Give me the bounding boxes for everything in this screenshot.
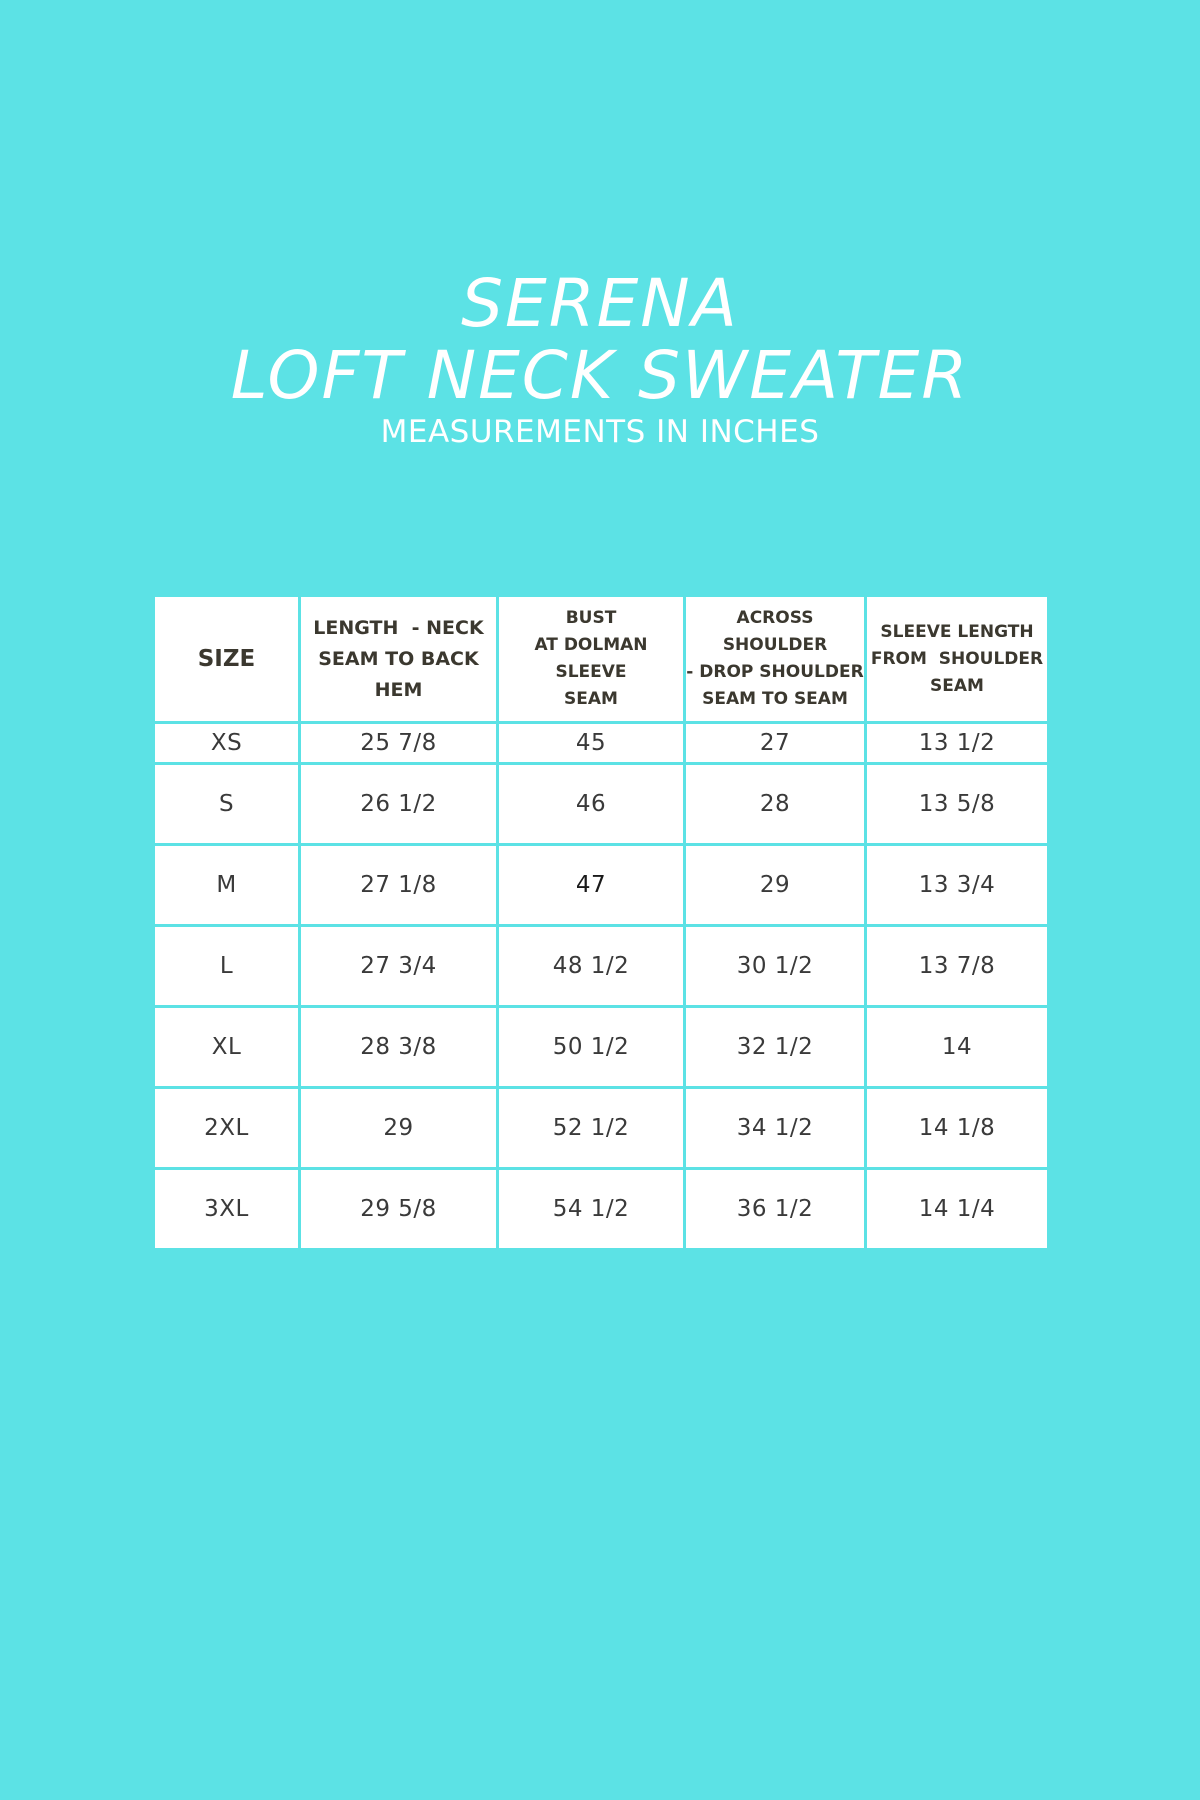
cell-bust: 52 1/2 bbox=[496, 1086, 686, 1170]
header-line: BUST bbox=[565, 608, 617, 628]
cell-length: 25 7/8 bbox=[298, 721, 499, 765]
product-name: SERENA bbox=[461, 265, 739, 342]
title-block: SERENA LOFT NECK SWEATER MEASUREMENTS IN… bbox=[0, 268, 1200, 452]
cell-length: 29 5/8 bbox=[298, 1167, 499, 1251]
header-line: LENGTH - NECK bbox=[313, 616, 484, 639]
table-row: 3XL 29 5/8 54 1/2 36 1/2 14 1/4 bbox=[152, 1167, 1050, 1251]
cell-bust: 48 1/2 bbox=[496, 924, 686, 1008]
cell-length: 26 1/2 bbox=[298, 762, 499, 846]
product-type: LOFT NECK SWEATER bbox=[230, 337, 970, 414]
cell-bust: 50 1/2 bbox=[496, 1005, 686, 1089]
header-line: SEAM bbox=[564, 689, 618, 709]
table-row: XL 28 3/8 50 1/2 32 1/2 14 bbox=[152, 1005, 1050, 1089]
cell-bust: 45 bbox=[496, 721, 686, 765]
cell-sleeve-length: 14 1/8 bbox=[864, 1086, 1050, 1170]
cell-sleeve-length: 13 7/8 bbox=[864, 924, 1050, 1008]
measurement-units-note: MEASUREMENTS IN INCHES bbox=[380, 414, 820, 450]
cell-bust: 47 bbox=[496, 843, 686, 927]
cell-bust: 54 1/2 bbox=[496, 1167, 686, 1251]
cell-sleeve-length: 13 1/2 bbox=[864, 721, 1050, 765]
header-line: AT DOLMAN SLEEVE bbox=[534, 635, 648, 682]
cell-sleeve-length: 13 3/4 bbox=[864, 843, 1050, 927]
cell-across-shoulder: 29 bbox=[683, 843, 867, 927]
cell-length: 29 bbox=[298, 1086, 499, 1170]
header-line: ACROSS SHOULDER bbox=[722, 608, 828, 655]
cell-size: S bbox=[152, 762, 301, 846]
header-line: SEAM TO BACK bbox=[318, 647, 479, 670]
header-line: HEM bbox=[374, 678, 423, 701]
cell-across-shoulder: 28 bbox=[683, 762, 867, 846]
cell-bust: 46 bbox=[496, 762, 686, 846]
header-line: SLEEVE LENGTH bbox=[880, 621, 1034, 642]
cell-across-shoulder: 32 1/2 bbox=[683, 1005, 867, 1089]
header-line: SEAM bbox=[930, 675, 984, 696]
cell-size: 3XL bbox=[152, 1167, 301, 1251]
cell-across-shoulder: 34 1/2 bbox=[683, 1086, 867, 1170]
header-row: SIZE LENGTH - NECK SEAM TO BACK HEM BUST… bbox=[152, 594, 1050, 724]
cell-across-shoulder: 36 1/2 bbox=[683, 1167, 867, 1251]
cell-size: XL bbox=[152, 1005, 301, 1089]
cell-size: XS bbox=[152, 721, 301, 765]
cell-sleeve-length: 14 bbox=[864, 1005, 1050, 1089]
size-chart-table: SIZE LENGTH - NECK SEAM TO BACK HEM BUST… bbox=[152, 594, 1050, 1251]
cell-length: 27 1/8 bbox=[298, 843, 499, 927]
header-across-shoulder: ACROSS SHOULDER - DROP SHOULDER SEAM TO … bbox=[683, 594, 867, 724]
table-row: XS 25 7/8 45 27 13 1/2 bbox=[152, 721, 1050, 765]
header-line: FROM SHOULDER bbox=[870, 648, 1044, 669]
header-length: LENGTH - NECK SEAM TO BACK HEM bbox=[298, 594, 499, 724]
cell-across-shoulder: 30 1/2 bbox=[683, 924, 867, 1008]
cell-size: 2XL bbox=[152, 1086, 301, 1170]
table-row: S 26 1/2 46 28 13 5/8 bbox=[152, 762, 1050, 846]
header-line: SEAM TO SEAM bbox=[702, 689, 848, 709]
header-sleeve-length: SLEEVE LENGTH FROM SHOULDER SEAM bbox=[864, 594, 1050, 724]
cell-sleeve-length: 14 1/4 bbox=[864, 1167, 1050, 1251]
cell-across-shoulder: 27 bbox=[683, 721, 867, 765]
table-row: M 27 1/8 47 29 13 3/4 bbox=[152, 843, 1050, 927]
table-row: L 27 3/4 48 1/2 30 1/2 13 7/8 bbox=[152, 924, 1050, 1008]
table-row: 2XL 29 52 1/2 34 1/2 14 1/8 bbox=[152, 1086, 1050, 1170]
cell-length: 27 3/4 bbox=[298, 924, 499, 1008]
header-size: SIZE bbox=[152, 594, 301, 724]
header-line: - DROP SHOULDER bbox=[686, 662, 864, 682]
header-line: SIZE bbox=[197, 645, 256, 672]
cell-sleeve-length: 13 5/8 bbox=[864, 762, 1050, 846]
cell-size: L bbox=[152, 924, 301, 1008]
cell-size: M bbox=[152, 843, 301, 927]
header-bust: BUST AT DOLMAN SLEEVE SEAM bbox=[496, 594, 686, 724]
cell-length: 28 3/8 bbox=[298, 1005, 499, 1089]
